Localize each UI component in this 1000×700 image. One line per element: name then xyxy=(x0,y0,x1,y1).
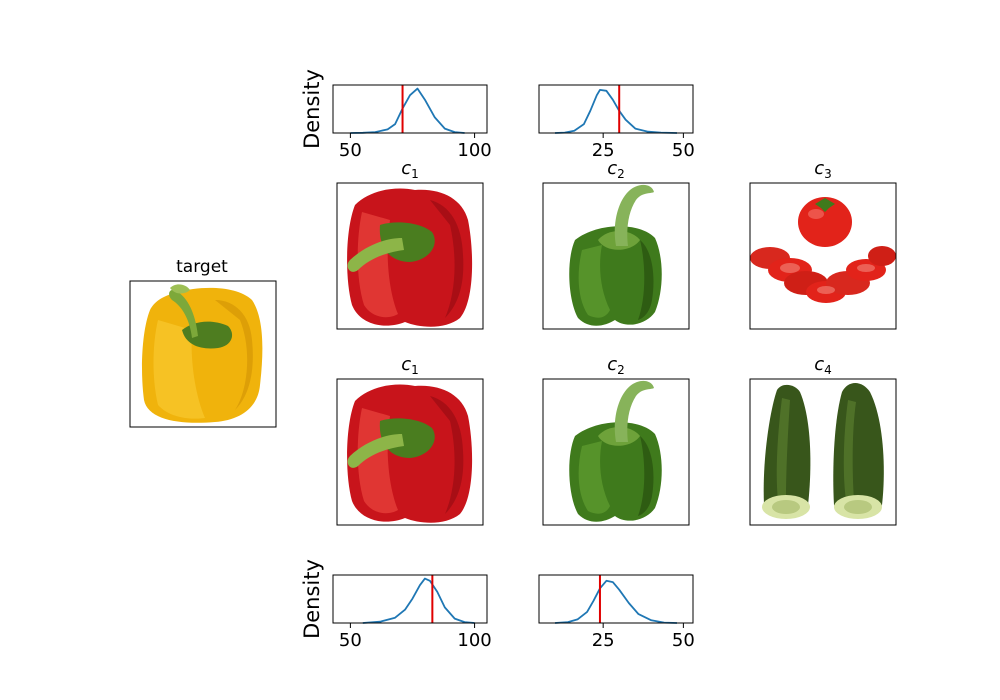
plot-frame xyxy=(332,574,488,624)
y-axis-label: Density xyxy=(300,559,324,639)
red-bell-pepper-image xyxy=(337,183,483,329)
panel-frame xyxy=(336,378,484,526)
panel-title-r1-c3: c3 xyxy=(814,158,832,181)
panel-frame xyxy=(749,182,897,330)
density-curve xyxy=(362,577,475,624)
halved-cucumber-image xyxy=(750,379,896,525)
x-tick-label: 50 xyxy=(339,630,362,651)
panel-r1-c2: c2 xyxy=(542,158,690,330)
panel-title-r1-c2: c2 xyxy=(607,158,625,181)
x-tick-label: 25 xyxy=(592,140,615,161)
panel-frame xyxy=(542,378,690,526)
density-curve xyxy=(350,87,465,134)
x-tick-label: 50 xyxy=(672,630,695,651)
density-plots: 50 100 Density 25 50 50 100 Density 25 50 xyxy=(300,69,695,651)
panel-target: target xyxy=(129,257,277,428)
plot-frame xyxy=(538,84,694,134)
x-tick-label: 50 xyxy=(672,140,695,161)
panel-frame xyxy=(129,280,277,428)
panel-title-r2-c2: c2 xyxy=(607,354,625,377)
red-bell-pepper-image xyxy=(337,379,483,525)
panel-title-target: target xyxy=(176,257,228,277)
panel-r1-c3: c3 xyxy=(749,158,897,330)
panel-title-r2-c3: c4 xyxy=(814,354,832,377)
y-axis-label: Density xyxy=(300,69,324,149)
plot-frame xyxy=(538,574,694,624)
panel-r2-c3: c4 xyxy=(749,354,897,526)
density-plot-1: 50 100 Density xyxy=(300,69,492,161)
panel-title-r2-c1: c1 xyxy=(401,354,419,377)
density-curve xyxy=(554,89,678,134)
green-bell-pepper-image xyxy=(543,379,689,525)
yellow-bell-pepper-image xyxy=(130,281,276,427)
green-bell-pepper-image xyxy=(543,183,689,329)
density-plot-2: 25 50 xyxy=(538,84,695,161)
density-plot-4: 25 50 xyxy=(538,574,695,651)
panel-r2-c2: c2 xyxy=(542,354,690,526)
x-tick-label: 100 xyxy=(457,630,491,651)
x-tick-label: 25 xyxy=(592,630,615,651)
panel-r2-c1: c1 xyxy=(336,354,484,526)
x-tick-label: 100 xyxy=(457,140,491,161)
panel-frame xyxy=(336,182,484,330)
density-curve xyxy=(554,579,678,624)
sliced-tomato-image xyxy=(750,183,896,329)
panel-frame xyxy=(749,378,897,526)
panel-title-r1-c1: c1 xyxy=(401,158,419,181)
panel-frame xyxy=(542,182,690,330)
plot-frame xyxy=(332,84,488,134)
x-tick-label: 50 xyxy=(339,140,362,161)
density-plot-3: 50 100 Density xyxy=(300,559,492,651)
panel-r1-c1: c1 xyxy=(336,158,484,330)
